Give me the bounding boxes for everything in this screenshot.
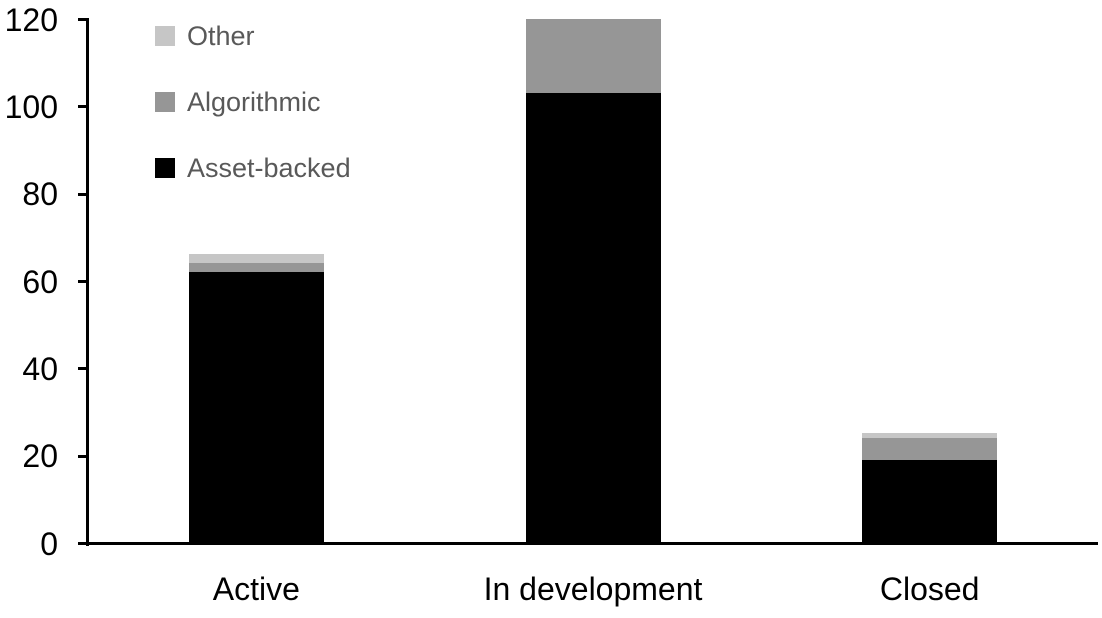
y-tick	[78, 105, 88, 109]
legend-label: Algorithmic	[187, 87, 321, 117]
y-tick	[78, 367, 88, 371]
y-tick-label: 60	[22, 263, 58, 300]
legend-label: Asset-backed	[187, 153, 351, 183]
y-tick	[78, 542, 88, 545]
bar-segment-algorithmic-active	[188, 263, 324, 272]
legend-item-other: Other	[155, 22, 351, 50]
bar-segment-algorithmic-closed	[862, 437, 998, 460]
y-tick	[78, 280, 88, 283]
x-category-label-active: Active	[212, 571, 300, 607]
bar-segment-asset-backed-in-development	[525, 92, 661, 543]
y-tick-label: 40	[22, 350, 58, 387]
legend-label: Other	[187, 21, 255, 51]
x-axis-line	[78, 542, 1098, 545]
chart-legend: Other Algorithmic Asset-backed	[155, 22, 351, 220]
algorithmic-swatch-icon	[155, 92, 175, 112]
y-tick-label: 80	[22, 176, 58, 213]
y-tick	[78, 192, 88, 196]
y-tick-label: 0	[40, 525, 58, 562]
legend-item-algorithmic: Algorithmic	[155, 88, 351, 116]
y-tick-label: 120	[4, 1, 58, 38]
legend-item-asset-backed: Asset-backed	[155, 154, 351, 182]
y-tick	[78, 18, 88, 21]
y-tick	[78, 454, 88, 458]
bar-segment-other-closed	[862, 433, 998, 438]
y-tick-label: 20	[22, 438, 58, 475]
bar-segment-asset-backed-closed	[862, 459, 998, 543]
y-tick-label: 100	[4, 88, 58, 125]
asset-backed-swatch-icon	[155, 158, 175, 178]
x-category-label-closed: Closed	[879, 571, 980, 607]
bar-segment-other-active	[188, 254, 324, 264]
bar-segment-asset-backed-active	[188, 271, 324, 543]
other-swatch-icon	[155, 26, 175, 46]
bar-segment-algorithmic-in-development	[525, 18, 661, 93]
x-category-label-in-development: In development	[483, 571, 703, 607]
